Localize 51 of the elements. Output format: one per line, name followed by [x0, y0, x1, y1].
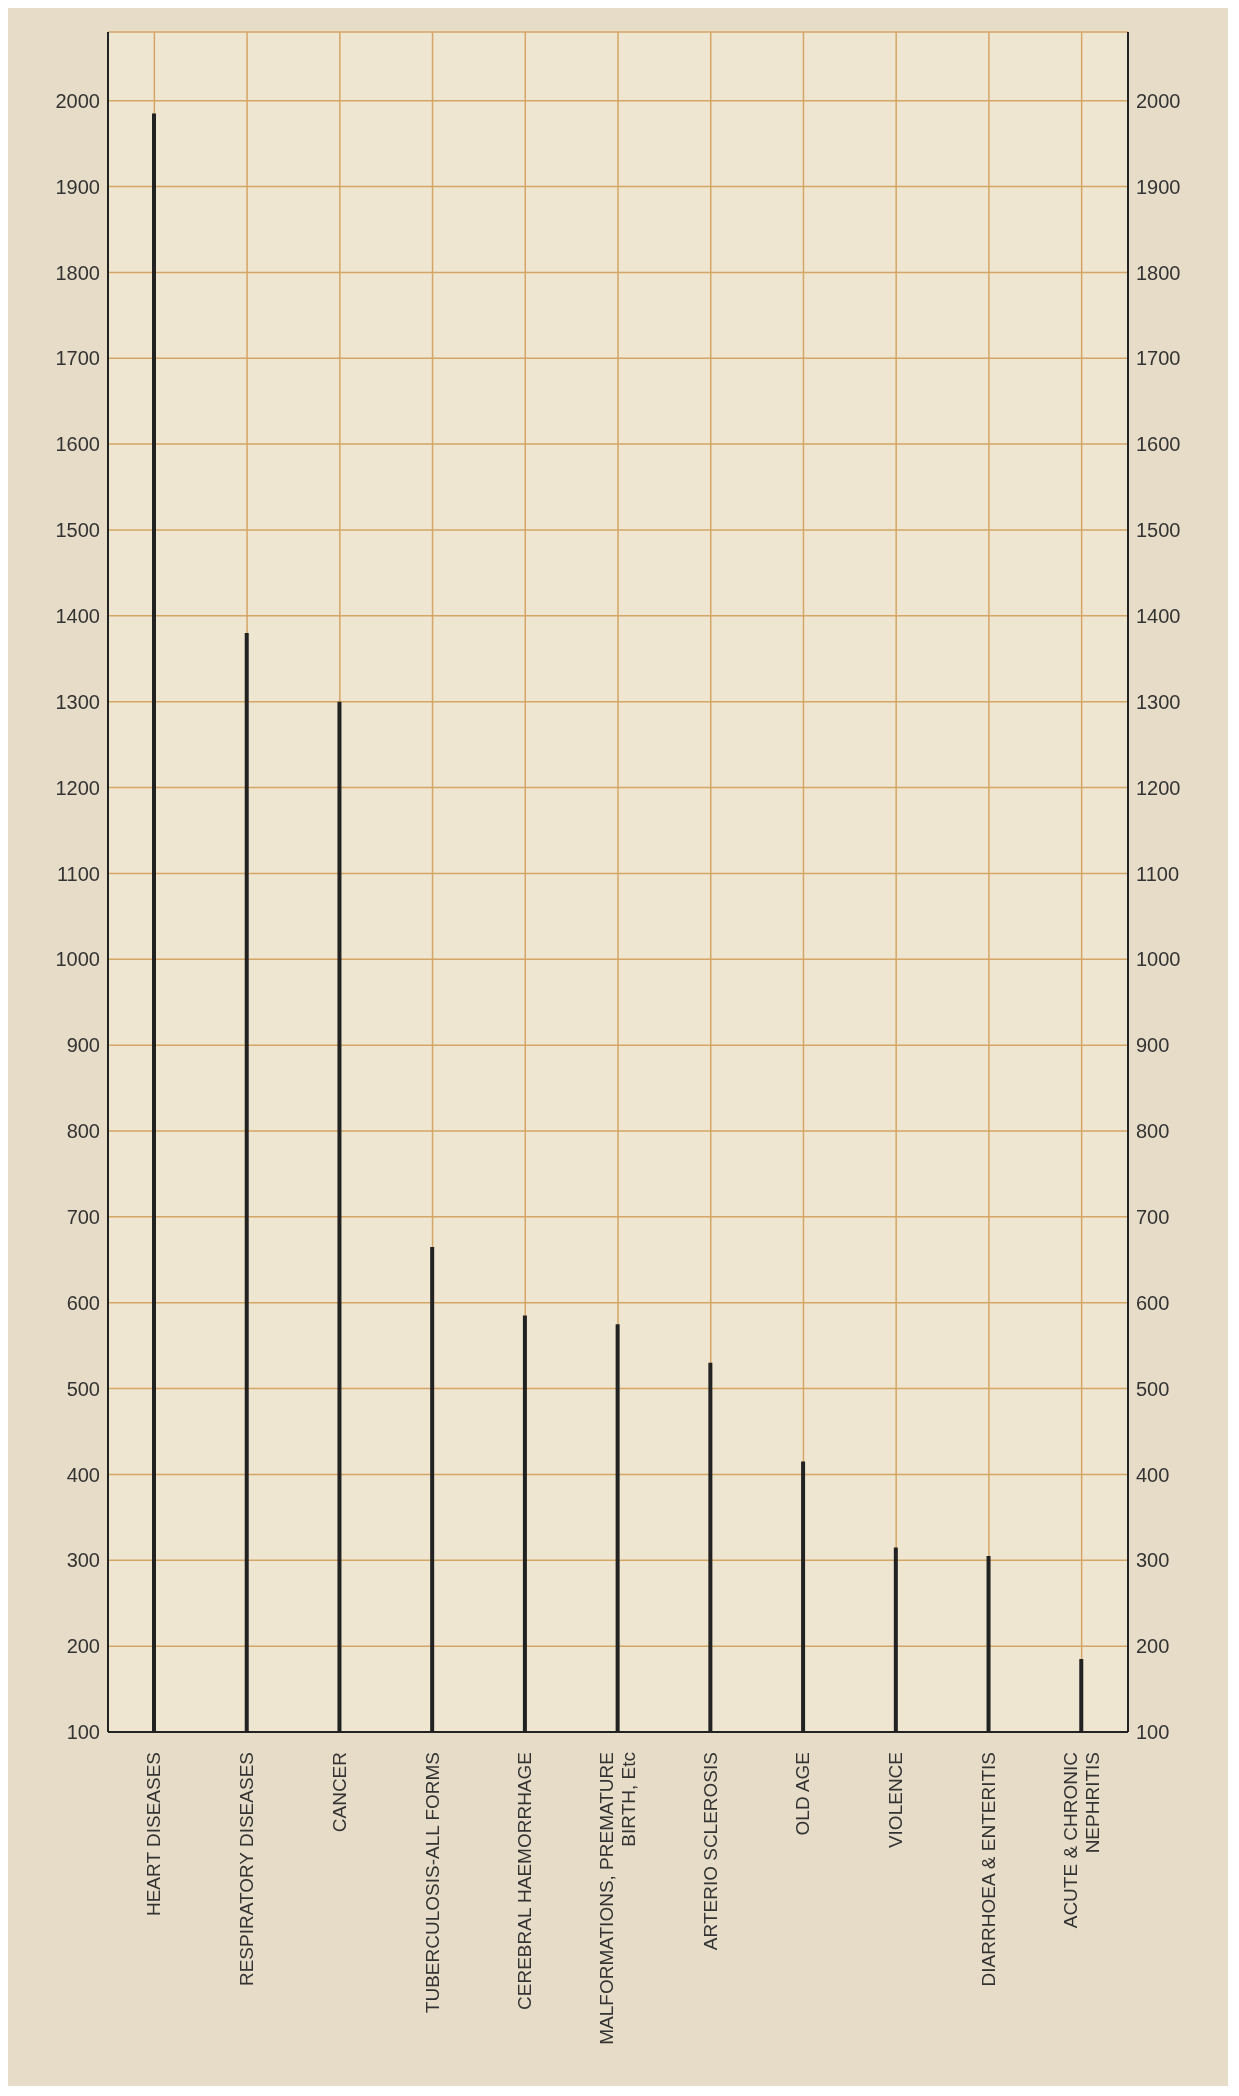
- y-tick-label: 1100: [56, 862, 100, 885]
- y2-tick-label: 2000: [1136, 89, 1181, 112]
- y2-tick-label: 1600: [1136, 433, 1181, 456]
- y2-tick-label: 400: [1136, 1463, 1170, 1486]
- y-tick-label: 800: [66, 1120, 100, 1143]
- y-tick-label: 1000: [55, 948, 100, 971]
- y2-tick-label: 500: [1136, 1377, 1170, 1400]
- y2-tick-label: 1500: [1136, 519, 1181, 542]
- x-tick-label: ARTERIO SCLEROSIS: [699, 1752, 721, 1951]
- x-tick-label: VIOLENCE: [885, 1752, 907, 1849]
- y2-tick-label: 1200: [1136, 776, 1181, 799]
- y-tick-label: 1200: [55, 776, 100, 799]
- y2-tick-label: 900: [1136, 1034, 1170, 1057]
- y-tick-label: 900: [66, 1034, 100, 1057]
- y-tick-label: 700: [66, 1205, 100, 1228]
- y-tick-label: 1700: [55, 347, 100, 370]
- x-tick-label: MALFORMATIONS, PREMATURE BIRTH, Etc: [596, 1752, 639, 2045]
- x-tick-label: RESPIRATORY DISEASES: [236, 1752, 258, 1987]
- x-tick-label: TUBERCULOSIS-ALL FORMS: [421, 1752, 443, 2014]
- x-tick-label: HEART DISEASES: [143, 1752, 165, 1917]
- y-tick-label: 400: [66, 1463, 100, 1486]
- y2-tick-label: 600: [1136, 1291, 1170, 1314]
- y2-tick-label: 1300: [1136, 690, 1181, 713]
- y2-tick-label: 1900: [1136, 175, 1181, 198]
- y2-tick-label: 1800: [1136, 261, 1181, 284]
- y2-tick-label: 800: [1136, 1120, 1170, 1143]
- y-tick-label: 1500: [55, 519, 100, 542]
- x-tick-label: OLD AGE: [792, 1752, 814, 1836]
- y-tick-label: 1800: [55, 261, 100, 284]
- y-tick-label: 1600: [55, 433, 100, 456]
- y2-tick-label: 1400: [1136, 604, 1181, 627]
- y-tick-label: 1300: [55, 690, 100, 713]
- x-tick-label: CANCER: [328, 1752, 350, 1833]
- y2-tick-label: 1000: [1136, 948, 1181, 971]
- y2-tick-label: 100: [1136, 1721, 1170, 1744]
- y2-tick-label: 1700: [1136, 347, 1181, 370]
- y-tick-label: 2000: [55, 89, 100, 112]
- y-tick-label: 500: [66, 1377, 100, 1400]
- y2-tick-label: 700: [1136, 1205, 1170, 1228]
- y-tick-label: 1900: [55, 175, 100, 198]
- y-tick-label: 200: [66, 1635, 100, 1658]
- y2-tick-label: 300: [1136, 1549, 1170, 1572]
- x-tick-label: CEREBRAL HAEMORRHAGE: [514, 1752, 536, 2010]
- x-tick-label: DIARRHOEA & ENTERITIS: [977, 1752, 999, 1987]
- y2-tick-label: 200: [1136, 1635, 1170, 1658]
- x-tick-label: ACUTE & CHRONIC NEPHRITIS: [1059, 1752, 1103, 1929]
- y-tick-label: 300: [66, 1549, 100, 1572]
- y2-tick-label: 1100: [1136, 862, 1180, 885]
- y-tick-label: 1400: [55, 604, 100, 627]
- y-tick-label: 600: [66, 1291, 100, 1314]
- y-tick-label: 100: [66, 1721, 100, 1744]
